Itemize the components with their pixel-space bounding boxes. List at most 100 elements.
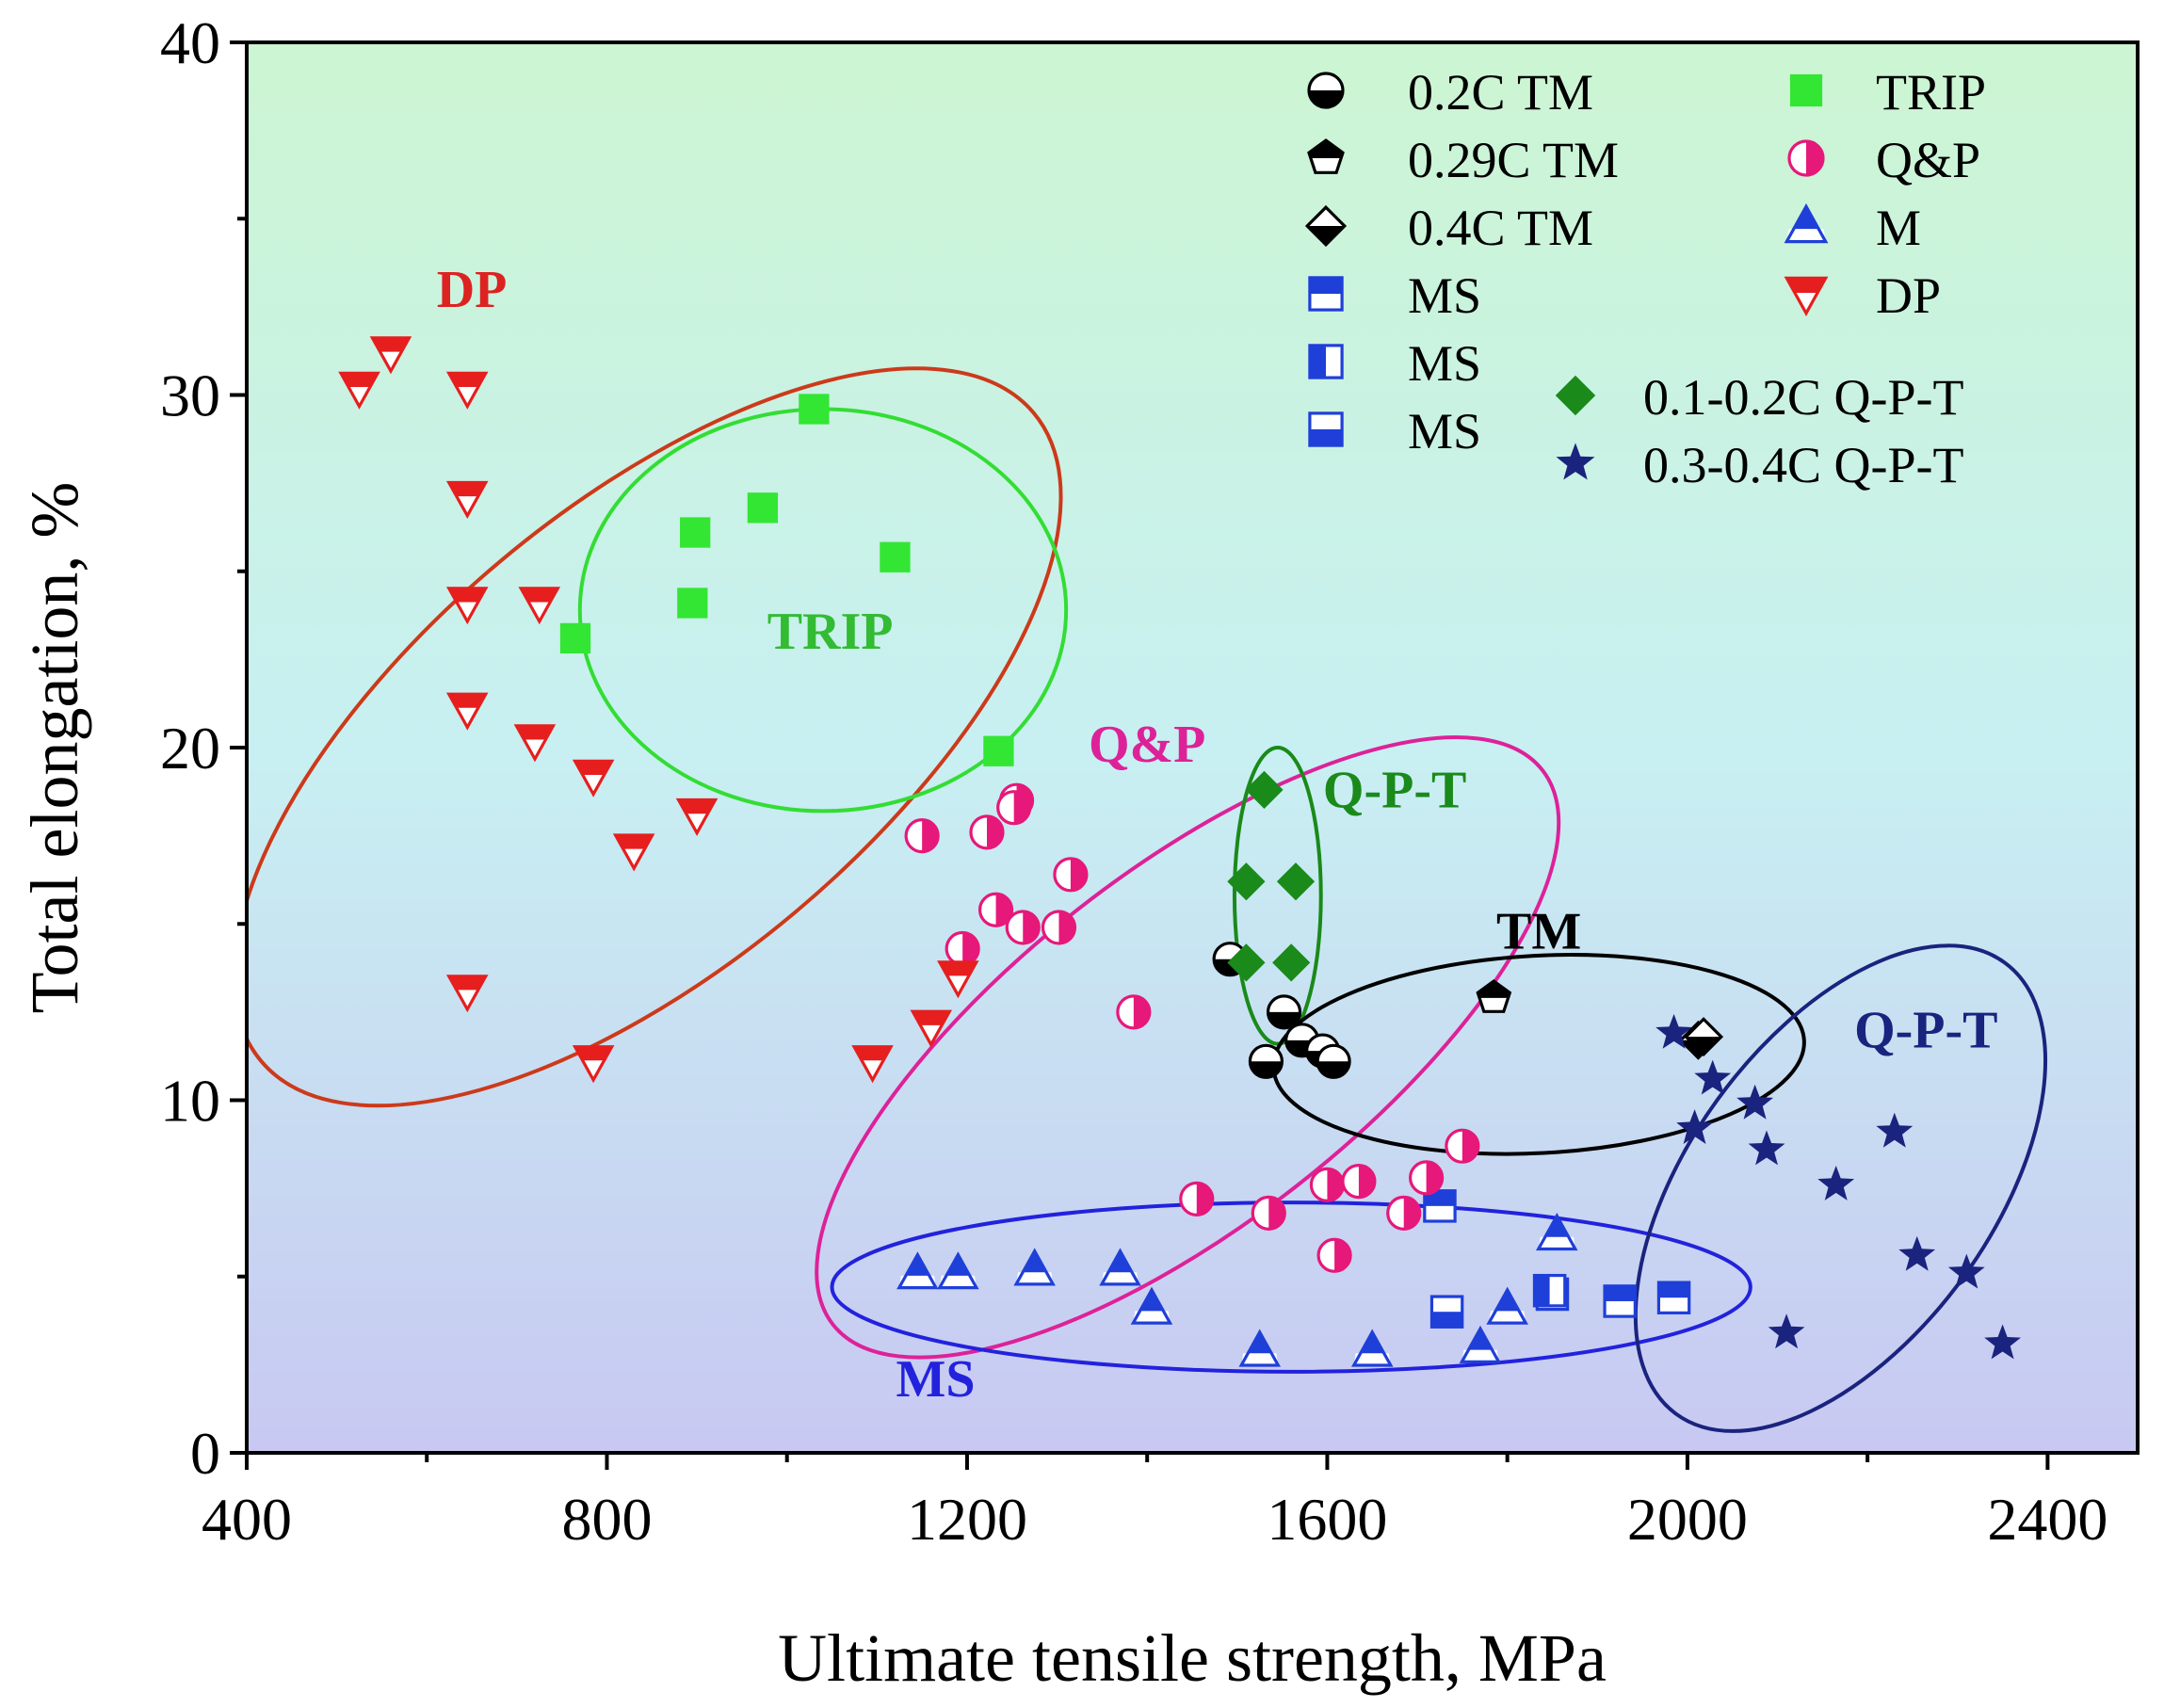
series-ms [1429, 1295, 1464, 1329]
data-point [1227, 943, 1266, 982]
legend-label: 0.3-0.4C Q-P-T [1643, 437, 1963, 493]
data-point [1535, 1213, 1578, 1251]
data-point [937, 1251, 979, 1290]
data-point [1486, 1286, 1528, 1325]
data-points [338, 336, 2021, 1367]
data-point [1409, 1160, 1445, 1196]
data-point [1676, 1109, 1713, 1144]
ellipse-q-p [815, 735, 1561, 1360]
data-point [880, 541, 911, 572]
data-point [977, 892, 1014, 927]
region-labels: DP TRIP Q&P Q-P-T TM Q-P-T MS [437, 261, 1998, 1409]
data-point [369, 336, 412, 375]
data-point [675, 798, 719, 836]
ellipse-q-p-t [1232, 746, 1323, 1046]
data-point [945, 930, 980, 967]
data-point [1316, 1237, 1352, 1273]
data-point [1984, 1324, 2021, 1360]
data-point [996, 790, 1032, 826]
data-point [1532, 1273, 1567, 1308]
legend-item: 0.4C TM [1304, 200, 1593, 256]
data-point [1276, 862, 1316, 901]
data-point [1423, 1189, 1457, 1223]
x-tick-label: 400 [202, 1486, 292, 1553]
data-point [1238, 1329, 1282, 1367]
legend-label: DP [1876, 267, 1941, 324]
data-point [1476, 979, 1512, 1013]
series-0-1-0-2c-q-p-t [1227, 770, 1316, 982]
ellipse-ms [830, 1200, 1752, 1374]
y-axis-title: Total elongation, % [17, 482, 92, 1014]
data-point [445, 480, 489, 519]
x-tick-label: 2400 [1987, 1486, 2107, 1553]
y-tick-label: 20 [160, 715, 220, 781]
data-point [1445, 1128, 1480, 1164]
data-point [1748, 1130, 1785, 1166]
legend-label: 0.2C TM [1408, 64, 1593, 121]
legend: 0.2C TM 0.29C TM 0.4C TM MS MS MS TRIP Q&P M DP 0… [1304, 64, 1986, 493]
legend-item: Q&P [1787, 132, 1980, 188]
data-point [1266, 994, 1302, 1030]
data-point [1350, 1329, 1394, 1367]
legend-label: MS [1408, 403, 1481, 459]
data-point [937, 960, 979, 999]
data-point [680, 517, 711, 548]
data-point [1309, 1167, 1346, 1202]
data-point [904, 818, 940, 854]
x-axis-title: Ultimate tensile strength, MPa [778, 1620, 1607, 1696]
series-dp [338, 336, 979, 1084]
data-point [1876, 1112, 1914, 1148]
data-point [1386, 1195, 1422, 1231]
data-point [1245, 770, 1284, 810]
legend-label: Q&P [1876, 132, 1980, 188]
y-tick-label: 40 [160, 9, 220, 76]
data-point [1116, 994, 1152, 1030]
series-0-3-0-4c-q-p-t [1655, 1013, 2021, 1360]
legend-label: 0.1-0.2C Q-P-T [1643, 369, 1963, 426]
data-point [513, 724, 557, 763]
legend-item: M [1784, 200, 1921, 256]
data-point [1013, 1248, 1056, 1286]
legend-label: M [1876, 200, 1921, 256]
legend-label: MS [1408, 335, 1481, 392]
x-tick-label: 1600 [1267, 1486, 1387, 1553]
series-m [896, 1213, 1578, 1367]
data-point [1251, 1195, 1286, 1231]
y-tick-label: 10 [160, 1068, 220, 1135]
data-point [1041, 910, 1077, 945]
data-point [1898, 1235, 1936, 1271]
region-label-dp: DP [437, 261, 508, 319]
data-point [1684, 1017, 1724, 1057]
data-point [1272, 943, 1311, 982]
data-point [1005, 910, 1041, 945]
legend-item: 0.2C TM [1307, 64, 1593, 121]
data-point [1429, 1295, 1464, 1329]
data-point [518, 587, 561, 625]
data-point [1817, 1166, 1855, 1200]
region-label-ms: MS [896, 1350, 975, 1409]
data-point [1768, 1313, 1805, 1349]
legend-item: DP [1784, 267, 1941, 324]
data-point [1603, 1284, 1637, 1318]
legend-label: 0.4C TM [1408, 200, 1593, 256]
data-point [1227, 862, 1266, 901]
legend-label: MS [1408, 267, 1481, 324]
data-point [1459, 1325, 1502, 1363]
series-q-p [904, 782, 1480, 1273]
data-point [677, 588, 708, 619]
x-tick-label: 2000 [1627, 1486, 1748, 1553]
legend-item: MS [1308, 403, 1481, 459]
x-axis: 400 800 1200 1600 2000 2400 [202, 1453, 2107, 1553]
data-point [799, 394, 830, 425]
legend-item: 0.29C TM [1307, 132, 1619, 188]
ellipse-dp [247, 366, 1063, 1108]
series-0-4c-tm [1678, 1017, 1724, 1060]
data-point [910, 1009, 953, 1048]
data-point [338, 371, 380, 410]
data-point [1179, 1181, 1215, 1217]
data-point [1694, 1059, 1732, 1095]
data-point [896, 1251, 939, 1290]
data-point [1053, 857, 1089, 893]
region-label-q-p-t: Q-P-T [1323, 762, 1466, 820]
